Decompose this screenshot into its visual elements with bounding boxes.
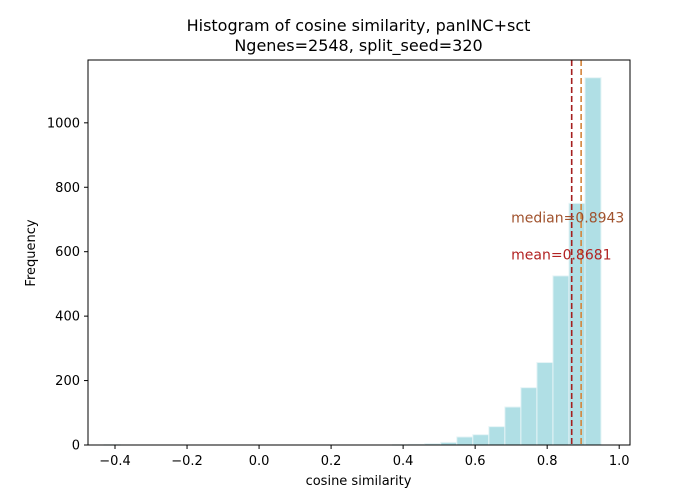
- stat-lines-group: [570, 60, 582, 445]
- histogram-bar: [504, 406, 522, 446]
- y-tick-label: 0: [72, 439, 80, 454]
- x-tick-label: 0.8: [537, 454, 558, 469]
- y-axis-label: Frequency: [24, 219, 39, 286]
- plot-frame: [87, 59, 631, 446]
- x-tick-label: 0.0: [249, 454, 270, 469]
- chart-title-line2: Ngenes=2548, split_seed=320: [234, 36, 482, 56]
- y-tick-label: 600: [55, 245, 80, 260]
- x-tick-label: 0.2: [321, 454, 342, 469]
- bars-group: [103, 77, 602, 446]
- x-axis-ticks: −0.4 −0.2 0.0 0.2 0.4 0.6 0.8 1.0: [99, 445, 630, 469]
- mean-annotation: mean=0.8681: [511, 248, 611, 264]
- histogram-bar: [472, 434, 490, 446]
- x-tick-label: 0.4: [393, 454, 414, 469]
- y-axis-ticks: 0 200 400 600 800 1000: [47, 116, 88, 454]
- y-tick-label: 400: [55, 310, 80, 325]
- median-annotation: median=0.8943: [511, 211, 624, 227]
- x-axis-label: cosine similarity: [306, 474, 412, 489]
- histogram-bar: [488, 426, 506, 446]
- histogram-bar: [520, 387, 538, 446]
- chart-title-line1: Histogram of cosine similarity, panINC+s…: [187, 16, 531, 35]
- annotations-group: median=0.8943 mean=0.8681: [511, 211, 624, 264]
- x-tick-label: 0.6: [465, 454, 486, 469]
- histogram-bar: [552, 275, 570, 446]
- histogram-bar: [536, 362, 554, 446]
- x-tick-label: −0.2: [171, 454, 203, 469]
- y-tick-label: 200: [55, 374, 80, 389]
- histogram-bar: [456, 436, 474, 446]
- x-tick-label: 1.0: [609, 454, 630, 469]
- y-tick-label: 800: [55, 181, 80, 196]
- y-tick-label: 1000: [47, 116, 80, 131]
- x-tick-label: −0.4: [99, 454, 131, 469]
